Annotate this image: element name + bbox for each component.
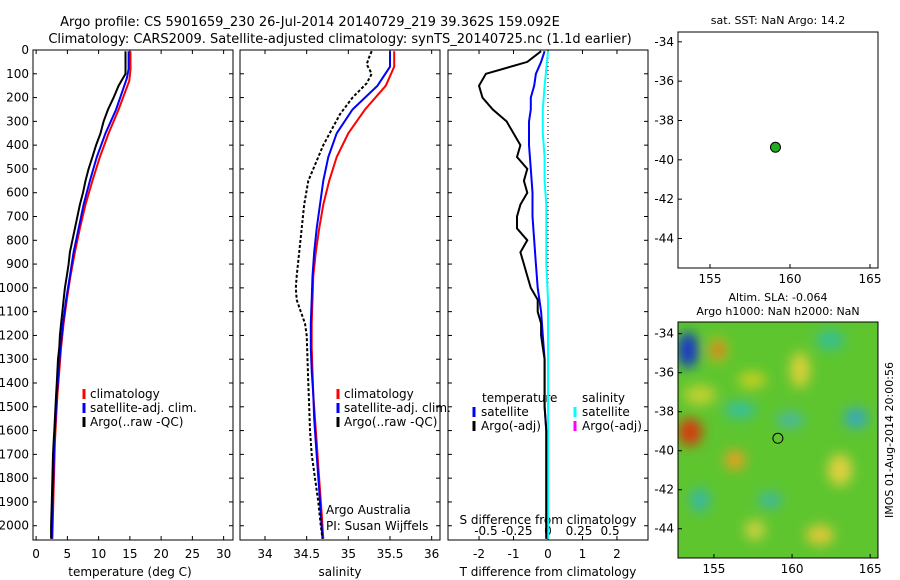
sla-map-ytick-label: -38 — [654, 405, 674, 419]
difference-salinity-tick-label: -0.5 — [474, 524, 497, 538]
temperature-legend-label: Argo(..raw -QC) — [90, 415, 183, 429]
sst-map-ytick-label: -42 — [654, 192, 674, 206]
temperature-ytick-label: 1500 — [0, 400, 29, 414]
temperature-ytick-label: 1700 — [0, 447, 29, 461]
temperature-xtick-label: 15 — [122, 547, 137, 561]
sst-map-ytick-label: -44 — [654, 232, 674, 246]
difference-xtick-label: 2 — [613, 547, 621, 561]
sla-map-xtick-label: 165 — [859, 562, 882, 576]
sst-map-axes — [677, 31, 879, 269]
salinity-series-argo-raw-qc- — [294, 50, 373, 539]
sst-map-ytick-label: -34 — [654, 35, 674, 49]
pi-label: PI: Susan Wijffels — [326, 519, 428, 533]
sla-map-axes — [677, 321, 879, 559]
salinity-xlabel: salinity — [318, 565, 361, 579]
difference-legend-temperature-header: temperature — [482, 391, 557, 405]
difference-legend-salinity-header: salinity — [582, 391, 625, 405]
sla-map-title-line-2: Argo h1000: NaN h2000: NaN — [696, 305, 859, 318]
sst-map-xtick-label: 160 — [779, 272, 802, 286]
temperature-axes — [32, 49, 234, 541]
difference-legend-label: satellite — [481, 405, 529, 419]
temperature-ytick-label: 1600 — [0, 424, 29, 438]
sla-map-title-line-1: Altim. SLA: -0.064 — [728, 291, 827, 304]
temperature-ytick-label: 700 — [6, 210, 29, 224]
temperature-ytick-label: 200 — [6, 91, 29, 105]
temperature-ytick-label: 1900 — [0, 495, 29, 509]
sst-map-xtick-label: 165 — [859, 272, 882, 286]
temperature-series-argo-raw-qc- — [50, 51, 127, 539]
sla-map-xtick-label: 160 — [781, 562, 804, 576]
temperature-ytick-label: 1100 — [0, 305, 29, 319]
temperature-ytick-label: 1400 — [0, 376, 29, 390]
difference-salinity-tick-label: 0.5 — [601, 524, 620, 538]
sla-map-ytick-label: -34 — [654, 327, 674, 341]
difference-xtick-label: 0 — [544, 547, 552, 561]
salinity-legend-label: climatology — [344, 387, 414, 401]
figure-title-line-1: Argo profile: CS 5901659_230 26-Jul-2014… — [60, 15, 560, 30]
difference-series-salinity-satellite — [541, 51, 549, 539]
salinity-xtick-label: 36 — [424, 547, 439, 561]
salinity-series-satellite-adj-clim- — [309, 51, 391, 539]
chart-marks: 0 5 10 15 20 25 300100200300400500600700800900… — [0, 35, 882, 576]
sst-map-title: sat. SST: NaN Argo: 14.2 — [711, 14, 845, 27]
difference-series-temperature-argo-adj- — [477, 50, 548, 539]
temperature-ytick-label: 800 — [6, 233, 29, 247]
temperature-xtick-label: 20 — [153, 547, 168, 561]
difference-xtick-label: -1 — [508, 547, 520, 561]
sla-heatmap — [678, 322, 878, 558]
temperature-ytick-label: 400 — [6, 138, 29, 152]
temperature-ytick-label: 1000 — [0, 281, 29, 295]
argo-australia-label: Argo Australia — [326, 503, 411, 517]
temperature-xtick-label: 25 — [185, 547, 200, 561]
temperature-xtick-label: 0 — [32, 547, 40, 561]
figure-title-line-2: Climatology: CARS2009. Satellite-adjuste… — [48, 32, 631, 47]
difference-xtick-label: -2 — [473, 547, 485, 561]
sst-map-ytick-label: -36 — [654, 74, 674, 88]
sst-map-argo-point — [769, 141, 781, 153]
temperature-ytick-label: 100 — [6, 67, 29, 81]
sst-map-ytick-label: -40 — [654, 153, 674, 167]
salinity-series-climatology — [310, 51, 396, 539]
salinity-xtick-label: 35.5 — [377, 547, 404, 561]
sla-map-xtick-label: 155 — [702, 562, 725, 576]
temperature-xlabel: temperature (deg C) — [68, 565, 191, 579]
difference-legend-label: satellite — [582, 405, 630, 419]
temperature-ytick-label: 1800 — [0, 471, 29, 485]
temperature-xtick-label: 10 — [91, 547, 106, 561]
salinity-xtick-label: 34.5 — [293, 547, 320, 561]
salinity-axes — [239, 49, 441, 541]
difference-salinity-tick-label: 0.25 — [566, 524, 593, 538]
sla-map-ytick-label: -44 — [654, 522, 674, 536]
temperature-ytick-label: 600 — [6, 186, 29, 200]
difference-salinity-tick-label: -0.25 — [501, 524, 532, 538]
temperature-legend-label: satellite-adj. clim. — [90, 401, 197, 415]
sla-map-ytick-label: -40 — [654, 444, 674, 458]
temperature-xtick-label: 5 — [64, 547, 72, 561]
sst-map-ytick-label: -38 — [654, 114, 674, 128]
salinity-xtick-label: 34 — [257, 547, 272, 561]
temperature-legend-label: climatology — [90, 387, 160, 401]
temperature-ytick-label: 300 — [6, 114, 29, 128]
temperature-ytick-label: 1200 — [0, 328, 29, 342]
side-timestamp: IMOS 01-Aug-2014 20:00:56 — [883, 362, 896, 518]
temperature-ytick-label: 900 — [6, 257, 29, 271]
salinity-legend-label: Argo(..raw -QC) — [344, 415, 437, 429]
difference-legend-label: Argo(-adj) — [582, 419, 642, 433]
temperature-xtick-label: 30 — [216, 547, 231, 561]
salinity-legend-label: satellite-adj. clim. — [344, 401, 451, 415]
temperature-ytick-label: 0 — [21, 43, 29, 57]
sla-map-ytick-label: -42 — [654, 483, 674, 497]
sla-map-argo-point — [772, 432, 784, 444]
difference-xtick-label: 1 — [579, 547, 587, 561]
sst-map-xtick-label: 155 — [699, 272, 722, 286]
temperature-ytick-label: 2000 — [0, 519, 29, 533]
temperature-ytick-label: 500 — [6, 162, 29, 176]
temperature-ytick-label: 1300 — [0, 352, 29, 366]
sla-map-ytick-label: -36 — [654, 366, 674, 380]
difference-legend-label: Argo(-adj) — [481, 419, 541, 433]
difference-xlabel: T difference from climatology — [459, 565, 637, 579]
salinity-xtick-label: 35 — [341, 547, 356, 561]
